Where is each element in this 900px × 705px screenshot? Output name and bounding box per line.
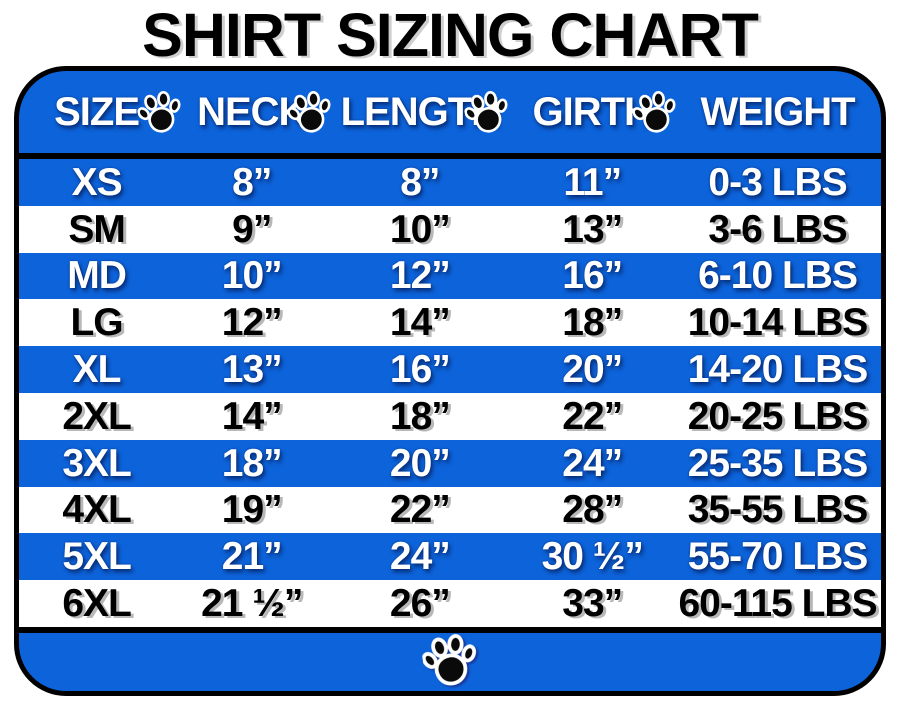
size-cell: XS <box>71 160 123 204</box>
size-cell: SM <box>68 207 126 251</box>
girth-cell: 13” <box>562 207 623 251</box>
table-row: 4XL 19” 22” 28” 35-55 LBS <box>19 486 881 534</box>
girth-cell: 20” <box>562 348 623 392</box>
table-row: 3XL 18” 20” 24” 25-35 LBS <box>19 440 881 487</box>
girth-cell: 33” <box>562 582 623 626</box>
size-cell: 6XL <box>62 582 132 626</box>
weight-cell: 0-3 LBS <box>708 160 847 204</box>
weight-cell: 60-115 LBS <box>678 582 877 626</box>
sizing-chart-panel: SIZE NECK LENGTH GIRTH WEIGHT <box>14 66 886 696</box>
girth-cell: 11” <box>563 160 622 204</box>
neck-cell: 14” <box>221 394 283 438</box>
length-cell: 8” <box>400 160 440 204</box>
size-cell: MD <box>67 254 127 298</box>
length-cell: 16” <box>389 348 451 392</box>
weight-cell: 20-25 LBS <box>687 394 869 438</box>
weight-cell: 14-20 LBS <box>687 348 869 392</box>
table-body: XS 8” 8” 11” 0-3 LBS SM 9” 10” 13” 3-6 LBS MD 10” 12… <box>19 159 881 627</box>
paw-icon <box>461 86 513 138</box>
weight-cell: 3-6 LBS <box>708 207 847 251</box>
length-cell: 18” <box>389 394 451 438</box>
paw-icon <box>134 86 186 138</box>
neck-cell: 12” <box>221 301 283 345</box>
table-row: XS 8” 8” 11” 0-3 LBS <box>19 159 881 206</box>
size-cell: 4XL <box>62 488 132 532</box>
weight-cell: 35-55 LBS <box>687 488 869 532</box>
column-header-size: SIZE <box>54 89 140 134</box>
neck-cell: 8” <box>232 160 272 204</box>
size-cell: 5XL <box>62 535 132 579</box>
neck-cell: 18” <box>221 441 283 485</box>
table-row: MD 10” 12” 16” 6-10 LBS <box>19 253 881 300</box>
size-cell: 2XL <box>62 394 132 438</box>
weight-cell: 55-70 LBS <box>687 535 869 579</box>
page-title: SHIRT SIZING CHART <box>142 1 759 69</box>
girth-cell: 28” <box>562 488 623 532</box>
neck-cell: 13” <box>221 348 283 392</box>
size-cell: LG <box>70 301 123 345</box>
table-footer <box>19 633 881 691</box>
header-divider-line <box>19 153 881 159</box>
table-row: 2XL 14” 18” 22” 20-25 LBS <box>19 392 881 440</box>
footer-divider-line <box>19 627 881 633</box>
neck-cell: 9” <box>232 207 272 251</box>
size-cell: XL <box>72 348 122 392</box>
table-header-row: SIZE NECK LENGTH GIRTH WEIGHT <box>19 71 881 153</box>
neck-cell: 19” <box>221 488 283 532</box>
length-cell: 26” <box>389 582 451 626</box>
neck-cell: 10” <box>221 254 283 298</box>
paw-icon <box>420 629 481 690</box>
weight-cell: 10-14 LBS <box>687 301 869 345</box>
girth-cell: 24” <box>562 441 623 485</box>
length-cell: 24” <box>389 535 451 579</box>
table-row: LG 12” 14” 18” 10-14 LBS <box>19 299 881 347</box>
length-cell: 22” <box>389 488 451 532</box>
table-row: 5XL 21” 24” 30 ½” 55-70 LBS <box>19 533 881 580</box>
girth-cell: 18” <box>562 301 623 345</box>
table-row: XL 13” 16” 20” 14-20 LBS <box>19 346 881 393</box>
girth-cell: 30 ½” <box>541 535 644 579</box>
length-cell: 14” <box>389 301 451 345</box>
weight-cell: 6-10 LBS <box>698 254 858 298</box>
size-cell: 3XL <box>62 441 132 485</box>
column-header-weight: WEIGHT <box>700 89 856 134</box>
table-row: SM 9” 10” 13” 3-6 LBS <box>19 205 881 253</box>
neck-cell: 21” <box>221 535 283 579</box>
paw-icon <box>284 86 336 138</box>
paw-icon <box>629 86 681 138</box>
girth-cell: 22” <box>562 394 623 438</box>
neck-cell: 21 ½” <box>201 582 303 626</box>
weight-cell: 25-35 LBS <box>687 441 869 485</box>
table-row: 6XL 21 ½” 26” 33” 60-115 LBS <box>19 580 881 627</box>
length-cell: 20” <box>389 441 451 485</box>
length-cell: 10” <box>389 207 451 251</box>
girth-cell: 16” <box>562 254 623 298</box>
length-cell: 12” <box>389 254 451 298</box>
